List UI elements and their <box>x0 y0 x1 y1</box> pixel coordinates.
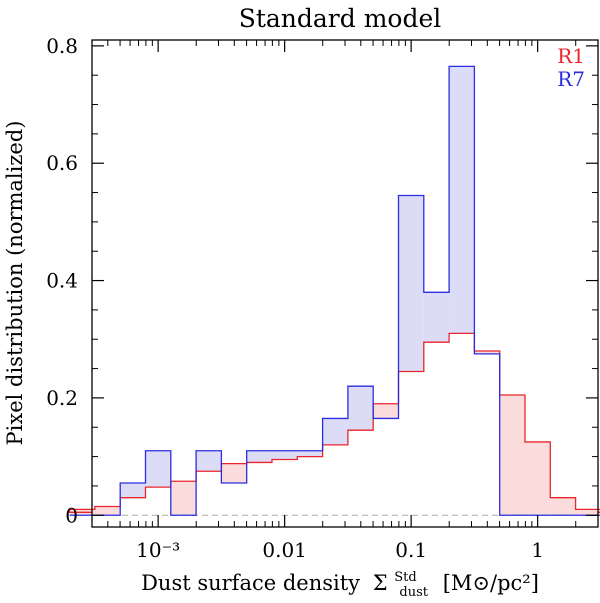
legend-r7: R7 <box>557 67 585 91</box>
chart-title: Standard model <box>239 4 442 33</box>
x-axis-label: Dust surface density Σ Std dust [M⊙/pc²] <box>141 562 539 601</box>
x-tick-label: 0.1 <box>395 538 427 562</box>
difference-fill <box>196 450 222 472</box>
y-tick-label: 0.4 <box>46 269 78 293</box>
legend: R1 R7 <box>557 44 585 91</box>
y-axis-label: Pixel distribution (normalized) <box>3 121 27 446</box>
x-axis-label-units: [M⊙/pc²] <box>443 571 539 595</box>
x-axis-label-subscript: dust <box>399 585 428 600</box>
difference-fill <box>120 482 146 498</box>
y-tick-label: 0 <box>65 503 78 527</box>
difference-fill <box>550 497 576 516</box>
y-tick-label: 0.6 <box>46 151 78 175</box>
x-tick-label: 1 <box>531 538 544 562</box>
difference-fill <box>322 418 348 445</box>
plot-area: 10⁻³ 0.01 0.1 1 0 0.2 0.4 0.6 0.8 <box>46 34 600 562</box>
x-axis-label-superscript: Std <box>394 570 416 585</box>
difference-fill <box>170 481 197 516</box>
difference-fill <box>271 450 298 460</box>
difference-fill <box>499 394 525 516</box>
difference-fill <box>398 195 424 372</box>
y-tick-label: 0.8 <box>46 34 78 58</box>
difference-fill <box>347 386 374 431</box>
legend-r1: R1 <box>557 44 585 68</box>
x-tick-label: 0.01 <box>262 538 307 562</box>
difference-fill <box>449 66 475 334</box>
difference-fill <box>575 509 600 516</box>
difference-fill <box>474 350 500 354</box>
y-tick-label: 0.2 <box>46 386 78 410</box>
series-line-r7 <box>69 65 600 516</box>
difference-fill <box>524 441 551 516</box>
svg-text:Dust surface density Σ: Dust surface density Σ Std dust [M⊙/pc²] <box>141 562 539 601</box>
difference-fill <box>373 403 399 419</box>
difference-fill <box>246 450 272 463</box>
x-axis-label-symbol: Σ <box>373 571 388 595</box>
difference-fill <box>423 292 450 343</box>
series-line-r1 <box>68 332 600 513</box>
x-tick-label: 10⁻³ <box>136 538 180 562</box>
difference-fill <box>94 506 121 516</box>
difference-fill <box>145 450 171 488</box>
difference-fill <box>221 463 247 483</box>
x-axis-label-text: Dust surface density <box>141 571 360 595</box>
difference-fill <box>297 450 323 457</box>
